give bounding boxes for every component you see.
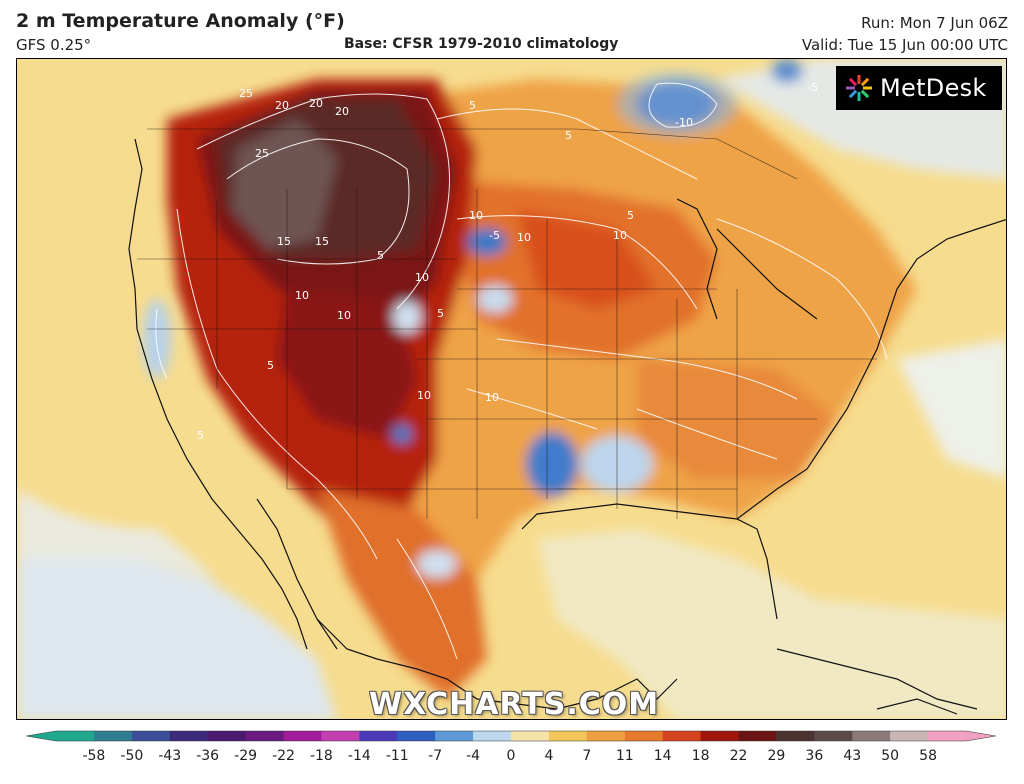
color-bar-segment — [359, 731, 398, 741]
metdesk-logo: MetDesk — [836, 66, 1002, 110]
color-bar-tick-label: -50 — [120, 748, 144, 764]
color-bar-tick-label: 18 — [691, 748, 710, 764]
color-bar-segment — [776, 731, 815, 741]
color-bar-tick-label: 50 — [881, 748, 900, 764]
contour-label: 25 — [239, 87, 253, 100]
contour-label: 10 — [295, 289, 309, 302]
contour-label: 10 — [415, 271, 429, 284]
state-borders — [137, 128, 877, 519]
contour-label: 20 — [275, 99, 289, 112]
color-bar-segment — [93, 731, 133, 741]
contour-lines — [155, 82, 888, 660]
color-bar-segment — [511, 731, 550, 741]
color-bar-low-arrow — [26, 731, 56, 741]
contour-label: -5 — [489, 229, 500, 242]
color-bar-segment — [738, 731, 778, 741]
watermark: WXCHARTS.COM — [369, 687, 660, 720]
color-bar-tick-label: 43 — [843, 748, 862, 764]
color-bar-tick-label: -36 — [196, 748, 220, 764]
color-bar-segment — [321, 731, 360, 741]
run-time-label: Run: Mon 7 Jun 06Z — [861, 14, 1008, 32]
color-bar-segment — [473, 731, 512, 741]
color-bar-tick-label: 14 — [653, 748, 672, 764]
color-bar-segment — [814, 731, 853, 741]
color-bar-tick-label: 4 — [544, 748, 554, 764]
color-bar — [26, 730, 996, 742]
color-bar-tick-label: -4 — [466, 748, 481, 764]
map-panel: 25 20 20 20 25 15 15 10 10 10 10 10 10 10 10 5 5 5 5 5 5 5 -5-… — [16, 58, 1007, 720]
color-bar-segment — [852, 731, 891, 741]
contour-label: 5 — [469, 99, 476, 112]
contour-label: 5 — [565, 129, 572, 142]
color-bar-tick-label: 0 — [506, 748, 516, 764]
color-bar-tick-label: -14 — [347, 748, 371, 764]
color-bar-segment — [624, 731, 664, 741]
contour-label: 5 — [377, 249, 384, 262]
color-bar-segment — [397, 731, 436, 741]
color-bar-labels: -58 -50 -43 -36 -29 -22 -18 -14 -11 -7 -4 0 4 7 11 14 18… — [26, 748, 996, 772]
color-bar-segment — [662, 731, 702, 741]
color-bar-high-arrow — [966, 731, 996, 741]
contour-label: 5 — [437, 307, 444, 320]
color-bar-segment — [928, 731, 967, 741]
contour-label: 10 — [613, 229, 627, 242]
color-bar-segment — [586, 731, 626, 741]
contour-label: 20 — [335, 105, 349, 118]
color-bar-segment — [56, 731, 95, 741]
contour-label: 10 — [337, 309, 351, 322]
color-bar-segment — [548, 731, 588, 741]
color-bar-segment — [700, 731, 740, 741]
base-climatology-label: Base: CFSR 1979-2010 climatology — [344, 36, 619, 52]
contour-label: 15 — [315, 235, 329, 248]
coastlines — [128, 138, 1006, 715]
color-bar-tick-label: 29 — [767, 748, 786, 764]
color-bar-segment — [890, 731, 929, 741]
color-bar-segment — [131, 731, 171, 741]
color-bar-segment — [435, 731, 474, 741]
contour-label: 20 — [309, 97, 323, 110]
model-label: GFS 0.25° — [16, 36, 92, 54]
color-bar-tick-label: -29 — [234, 748, 258, 764]
valid-time-label: Valid: Tue 15 Jun 00:00 UTC — [801, 36, 1008, 54]
contour-label: -10 — [675, 116, 693, 129]
chart-title: 2 m Temperature Anomaly (°F) — [16, 10, 345, 32]
metdesk-star-icon — [846, 75, 872, 101]
color-bar-tick-label: 11 — [615, 748, 634, 764]
color-bar-segment — [283, 731, 323, 741]
color-bar-tick-label: 58 — [919, 748, 937, 764]
contour-label: 5 — [627, 209, 634, 222]
color-bar-segment — [169, 731, 209, 741]
contour-label: 10 — [417, 389, 431, 402]
anomaly-map — [17, 59, 1006, 719]
color-bar-tick-label: -22 — [272, 748, 295, 764]
contour-label: 5 — [197, 429, 204, 442]
color-bar-tick-label: 36 — [805, 748, 824, 764]
contour-label: 10 — [517, 231, 531, 244]
logo-text: MetDesk — [880, 74, 987, 102]
contour-label: 10 — [485, 391, 499, 404]
contour-label: -5 — [807, 81, 818, 94]
color-bar-tick-label: 7 — [582, 748, 592, 764]
contour-label: 25 — [255, 147, 269, 160]
contour-label: 5 — [267, 359, 274, 372]
color-bar-tick-label: -43 — [158, 748, 182, 764]
color-bar-tick-label: -7 — [428, 748, 443, 764]
color-bar-segment — [207, 731, 247, 741]
contour-label: 15 — [277, 235, 291, 248]
color-bar-tick-label: 22 — [729, 748, 748, 764]
color-bar-tick-label: -18 — [309, 748, 333, 764]
color-bar-tick-label: -11 — [385, 748, 409, 764]
contour-label: 10 — [469, 209, 483, 222]
color-bar-tick-label: -58 — [82, 748, 106, 764]
color-scale: -58 -50 -43 -36 -29 -22 -18 -14 -11 -7 -4 0 4 7 11 14 18… — [26, 730, 996, 780]
color-bar-segment — [245, 731, 285, 741]
